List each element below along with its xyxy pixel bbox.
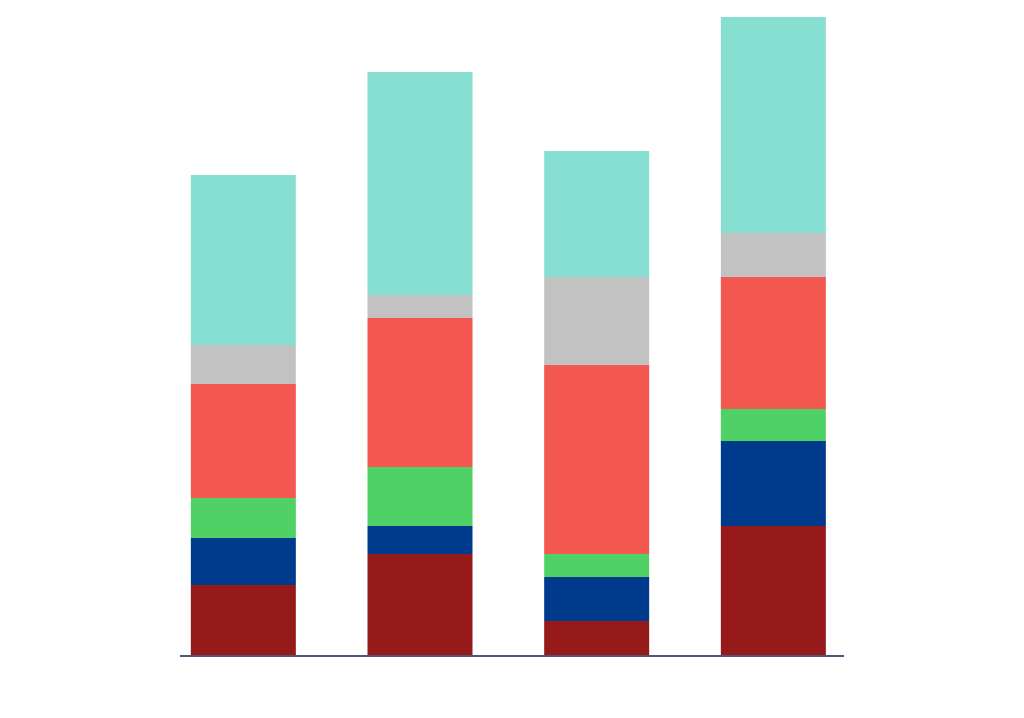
bar-segment bbox=[720, 277, 826, 409]
bar-segment bbox=[720, 17, 826, 233]
bar-segment bbox=[544, 554, 650, 577]
bar-segment bbox=[367, 467, 473, 526]
bar-segment bbox=[190, 538, 296, 585]
bar-segment bbox=[544, 151, 650, 277]
bar-segment bbox=[720, 233, 826, 277]
bar-segment bbox=[367, 526, 473, 554]
bar-segment bbox=[367, 318, 473, 467]
bar-segment bbox=[544, 365, 650, 554]
bar-segment bbox=[367, 554, 473, 656]
bar-segment bbox=[544, 277, 650, 365]
bar-segment bbox=[190, 585, 296, 656]
bar-segment bbox=[544, 621, 650, 656]
bar-segment bbox=[190, 345, 296, 384]
bars bbox=[190, 17, 826, 656]
bar-segment bbox=[720, 409, 826, 441]
bar-segment bbox=[190, 384, 296, 498]
bar-segment bbox=[367, 72, 473, 295]
bar-segment bbox=[544, 577, 650, 621]
bar-segment bbox=[720, 526, 826, 656]
bar-segment bbox=[720, 441, 826, 526]
bar-segment bbox=[190, 498, 296, 538]
bar-segment bbox=[190, 175, 296, 345]
bar-segment bbox=[367, 295, 473, 318]
